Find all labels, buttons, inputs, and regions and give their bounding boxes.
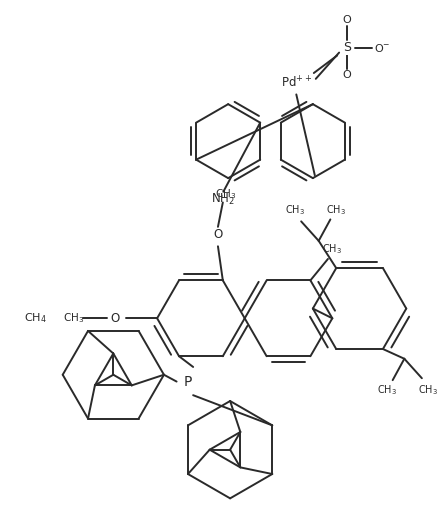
Text: CH$_3$: CH$_3$ (285, 203, 305, 217)
Text: CH$_4$: CH$_4$ (24, 311, 47, 325)
Text: CH$_3$: CH$_3$ (63, 311, 84, 325)
Text: O: O (343, 70, 351, 80)
Text: CH$_3$: CH$_3$ (215, 187, 237, 201)
Text: P: P (184, 375, 192, 389)
Text: O$^{-}$: O$^{-}$ (374, 41, 390, 54)
Text: NH$_2$: NH$_2$ (212, 192, 235, 207)
Text: O: O (213, 228, 223, 241)
Text: S: S (343, 41, 351, 54)
Text: CH$_3$: CH$_3$ (418, 383, 438, 397)
Text: O: O (343, 15, 351, 26)
Text: CH$_3$: CH$_3$ (322, 242, 342, 256)
Text: O: O (111, 312, 120, 325)
Text: CH$_3$: CH$_3$ (377, 383, 397, 397)
Text: Pd$^{++}$: Pd$^{++}$ (281, 75, 312, 91)
Text: CH$_3$: CH$_3$ (326, 203, 346, 217)
